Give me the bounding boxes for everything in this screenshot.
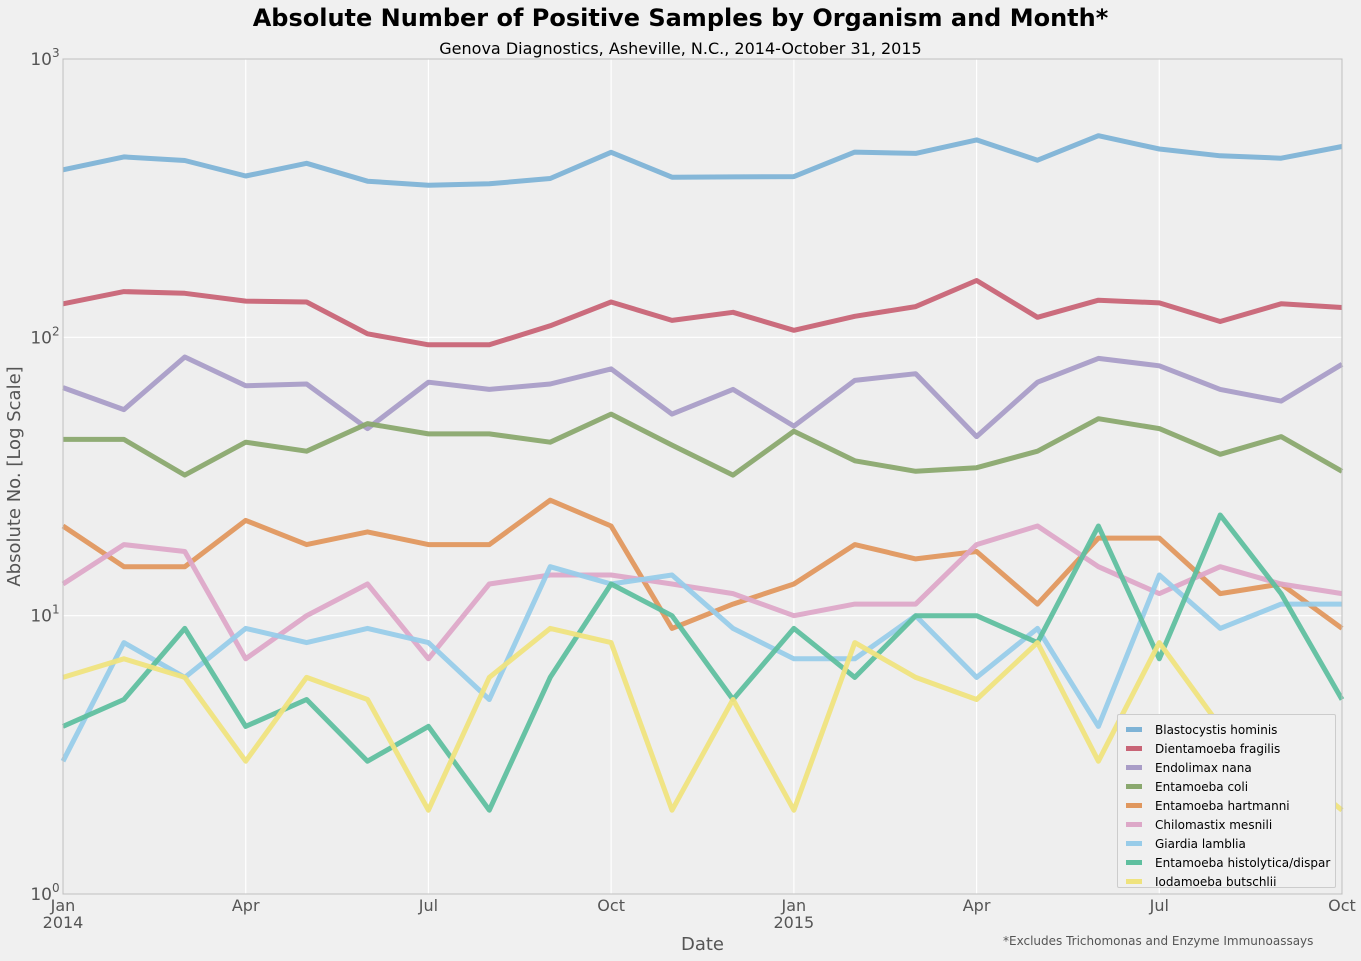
x-tick-label: Jul: [1149, 896, 1169, 915]
legend-item: Entamoeba histolytica/dispar: [1126, 853, 1335, 872]
plot-frame: [62, 58, 1343, 895]
legend-swatch: [1126, 860, 1142, 865]
legend-item: Entamoeba hartmanni: [1126, 796, 1335, 815]
series-line-4: [63, 411, 1344, 478]
x-tick-label: Jan: [781, 896, 807, 915]
series-line-7: [60, 564, 1342, 763]
legend-label: Entamoeba histolytica/dispar: [1155, 855, 1331, 870]
legend-label: Blastocystis hominis: [1155, 722, 1278, 737]
series-line-8: [61, 512, 1345, 813]
legend-swatch: [1126, 803, 1142, 808]
legend-label: Chilomastix mesnili: [1155, 817, 1273, 832]
x-tick-label: Oct: [597, 896, 625, 915]
y-tick-label: 103: [30, 46, 59, 70]
legend-swatch: [1126, 841, 1142, 846]
series-line-3: [62, 354, 1344, 440]
series-line-2: [62, 278, 1343, 348]
chart-subtitle: Genova Diagnostics, Asheville, N.C., 201…: [439, 39, 922, 58]
legend-label: Entamoeba coli: [1155, 779, 1249, 794]
legend-swatch: [1126, 879, 1142, 884]
legend-item: Dientamoeba fragilis: [1126, 739, 1335, 758]
x-tick-label: Jul: [418, 896, 438, 915]
legend-item: Blastocystis hominis: [1126, 720, 1335, 739]
legend-label: Entamoeba hartmanni: [1155, 798, 1290, 813]
series-line-5: [61, 497, 1344, 631]
legend-swatch: [1126, 784, 1142, 789]
legend-swatch: [1126, 746, 1142, 751]
footnote: *Excludes Trichomonas and Enzyme Immunoa…: [1003, 934, 1314, 948]
legend-item: Endolimax nana: [1126, 758, 1335, 777]
legend-item: Iodamoeba butschlii: [1126, 872, 1335, 891]
legend: Blastocystis hominis Dientamoeba fragilis…: [1117, 714, 1336, 891]
legend-label: Giardia lamblia: [1155, 836, 1246, 851]
legend-item: Giardia lamblia: [1126, 834, 1335, 853]
x-axis-label: Date: [681, 934, 724, 955]
chart-title: Absolute Number of Positive Samples by O…: [252, 4, 1109, 32]
x-tick-label: Apr: [963, 896, 991, 915]
y-tick-label: 100: [30, 881, 59, 905]
legend-item: Entamoeba coli: [1126, 777, 1335, 796]
series-line-9: [62, 625, 1344, 813]
x-tick-year-label: 2015: [773, 913, 814, 932]
legend-label: Iodamoeba butschlii: [1155, 874, 1277, 889]
legend-item: Chilomastix mesnili: [1126, 815, 1335, 834]
x-tick-label: Oct: [1328, 896, 1356, 915]
y-tick-label: 101: [30, 603, 59, 627]
y-tick-label: 102: [30, 324, 59, 348]
legend-label: Endolimax nana: [1155, 760, 1252, 775]
x-tick-year-label: 2014: [43, 913, 84, 932]
x-tick-label: Apr: [232, 896, 260, 915]
y-axis-label: Absolute No. [Log Scale]: [4, 366, 25, 586]
legend-label: Dientamoeba fragilis: [1155, 741, 1281, 756]
legend-swatch: [1126, 765, 1142, 770]
legend-swatch: [1126, 822, 1142, 827]
series-line-1: [62, 133, 1343, 188]
x-tick-label: Jan: [50, 896, 76, 915]
legend-swatch: [1126, 727, 1142, 732]
